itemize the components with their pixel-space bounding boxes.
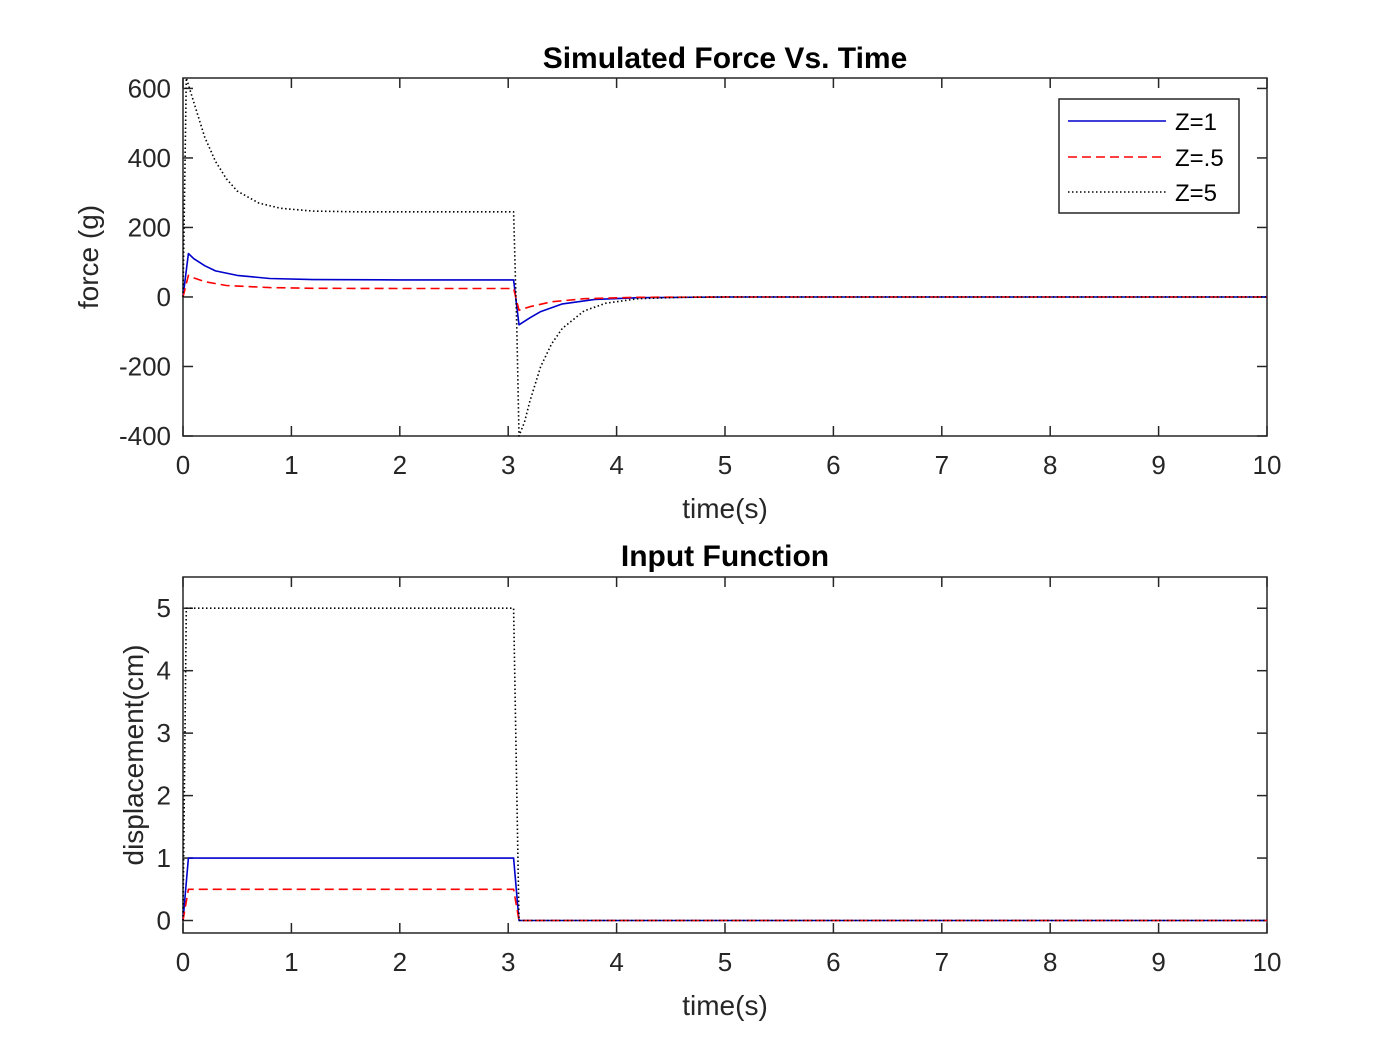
y-axis-label: force (g): [73, 205, 104, 309]
x-tick-label: 4: [609, 947, 623, 977]
y-tick-label: 200: [128, 212, 171, 242]
legend: Z=1 Z=.5 Z=5: [1058, 98, 1240, 214]
x-tick-label: 1: [284, 947, 298, 977]
x-tick-label: 2: [393, 450, 407, 480]
x-tick-label: 4: [609, 450, 623, 480]
x-tick-label: 10: [1253, 947, 1282, 977]
chart-title: Simulated Force Vs. Time: [543, 42, 908, 75]
x-tick-label: 6: [826, 947, 840, 977]
x-tick-label: 3: [501, 947, 515, 977]
plot-area: 0 1 2 3 4 5 6 7 8 9 10 0 1 2 3 4 5: [157, 576, 1282, 977]
x-tick-label: 9: [1151, 947, 1165, 977]
y-tick-label: 0: [157, 906, 171, 936]
y-tick-label: -200: [119, 351, 171, 381]
x-tick-label: 2: [393, 947, 407, 977]
x-tick-label: 8: [1043, 947, 1057, 977]
y-tick-label: 2: [157, 781, 171, 811]
x-tick-label: 7: [935, 450, 949, 480]
y-tick-label: 3: [157, 718, 171, 748]
x-tick-label: 6: [826, 450, 840, 480]
series-line-z5: [182, 77, 1267, 437]
chart-title: Input Function: [621, 540, 829, 573]
y-tick-label: 0: [157, 282, 171, 312]
series-line-z1: [182, 252, 1267, 326]
input-plot: Input Function time(s) displacement(cm) …: [118, 540, 1281, 1021]
x-tick-label: 0: [176, 947, 190, 977]
x-tick-label: 5: [718, 947, 732, 977]
y-tick-label: 1: [157, 843, 171, 873]
x-tick-label: 7: [935, 947, 949, 977]
y-axis-label: displacement(cm): [118, 645, 149, 866]
x-tick-label: 10: [1253, 450, 1282, 480]
legend-box: [1058, 98, 1240, 214]
x-tick-label: 9: [1151, 450, 1165, 480]
y-tick-label: 5: [157, 593, 171, 623]
x-tick-label: 8: [1043, 450, 1057, 480]
x-tick-label: 3: [501, 450, 515, 480]
x-tick-label: 5: [718, 450, 732, 480]
x-axis-label: time(s): [682, 990, 768, 1021]
y-tick-label: 4: [157, 656, 171, 686]
series-line-z5: [182, 607, 1267, 922]
y-tick-label: 600: [128, 73, 171, 103]
x-axis-label: time(s): [682, 493, 768, 524]
plot-area: 0 1 2 3 4 5 6 7 8 9 10 -400 -200 0 200 400 600: [119, 73, 1282, 480]
axes-box: [182, 576, 1268, 934]
legend-label-z5: Z=5: [1175, 180, 1217, 207]
legend-label-z05: Z=.5: [1175, 145, 1224, 172]
y-tick-label: 400: [128, 143, 171, 173]
series-line-z5: [182, 274, 1267, 312]
y-tick-label: -400: [119, 421, 171, 451]
legend-label-z1: Z=1: [1175, 109, 1217, 136]
x-tick-label: 0: [176, 450, 190, 480]
force-plot: Simulated Force Vs. Time time(s) force (…: [73, 42, 1281, 524]
series-line-z5: [182, 888, 1267, 922]
x-tick-label: 1: [284, 450, 298, 480]
